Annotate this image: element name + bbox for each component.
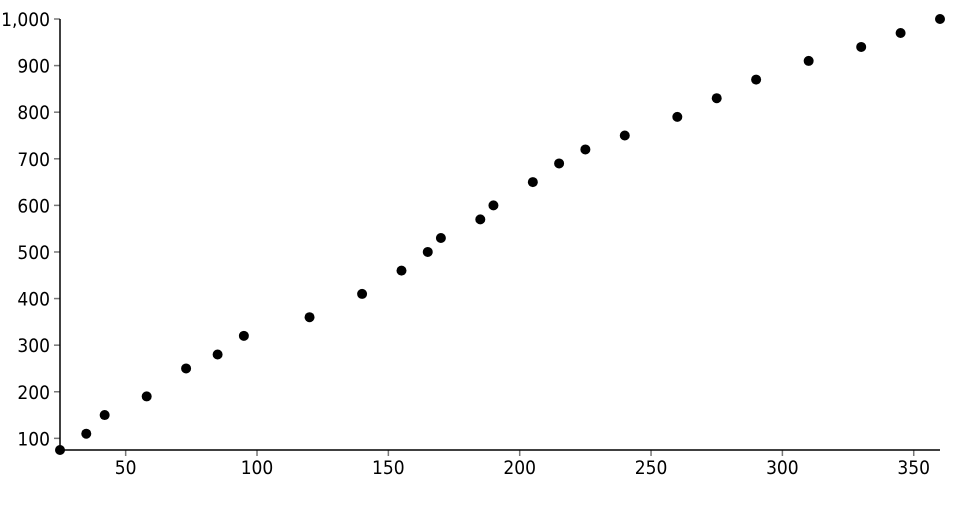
data-point <box>304 312 315 323</box>
data-point <box>619 130 630 141</box>
data-points <box>55 14 945 455</box>
data-point <box>357 288 368 299</box>
data-point <box>895 27 906 38</box>
data-point <box>475 214 486 225</box>
data-point <box>181 363 192 374</box>
data-point <box>422 246 433 257</box>
data-point <box>751 74 762 85</box>
data-point <box>672 111 683 122</box>
x-tick-label: 350 <box>897 457 930 479</box>
data-point <box>580 144 591 155</box>
x-axis-ticks: 50 100 150 200 250 300 350 <box>115 450 930 479</box>
y-axis-ticks: 100 200 300 400 500 600 700 800 900 1,000 <box>1 9 60 450</box>
x-tick-label: 300 <box>766 457 799 479</box>
data-point <box>803 55 814 66</box>
data-point <box>488 200 499 211</box>
y-tick-label: 1,000 <box>1 9 50 31</box>
x-tick-label: 100 <box>241 457 274 479</box>
y-tick-label: 400 <box>17 289 50 311</box>
y-tick-label: 600 <box>17 195 50 217</box>
data-point <box>554 158 565 169</box>
y-tick-label: 300 <box>17 335 50 357</box>
data-point <box>396 265 407 276</box>
data-point <box>81 428 92 439</box>
data-point <box>856 41 867 52</box>
x-tick-label: 50 <box>115 457 137 479</box>
x-tick-label: 150 <box>372 457 405 479</box>
data-point <box>435 232 446 243</box>
x-tick-label: 250 <box>635 457 668 479</box>
y-tick-label: 100 <box>17 428 50 450</box>
y-tick-label: 900 <box>17 56 50 78</box>
data-point <box>527 177 538 188</box>
data-point <box>711 93 722 104</box>
data-point <box>238 330 249 341</box>
data-point <box>935 14 945 24</box>
x-tick-label: 200 <box>503 457 536 479</box>
data-point <box>55 445 65 455</box>
data-point <box>212 349 223 360</box>
y-tick-label: 500 <box>17 242 50 264</box>
y-tick-label: 700 <box>17 149 50 171</box>
y-tick-label: 200 <box>17 382 50 404</box>
data-point <box>99 410 110 421</box>
y-tick-label: 800 <box>17 102 50 124</box>
data-point <box>141 391 152 402</box>
